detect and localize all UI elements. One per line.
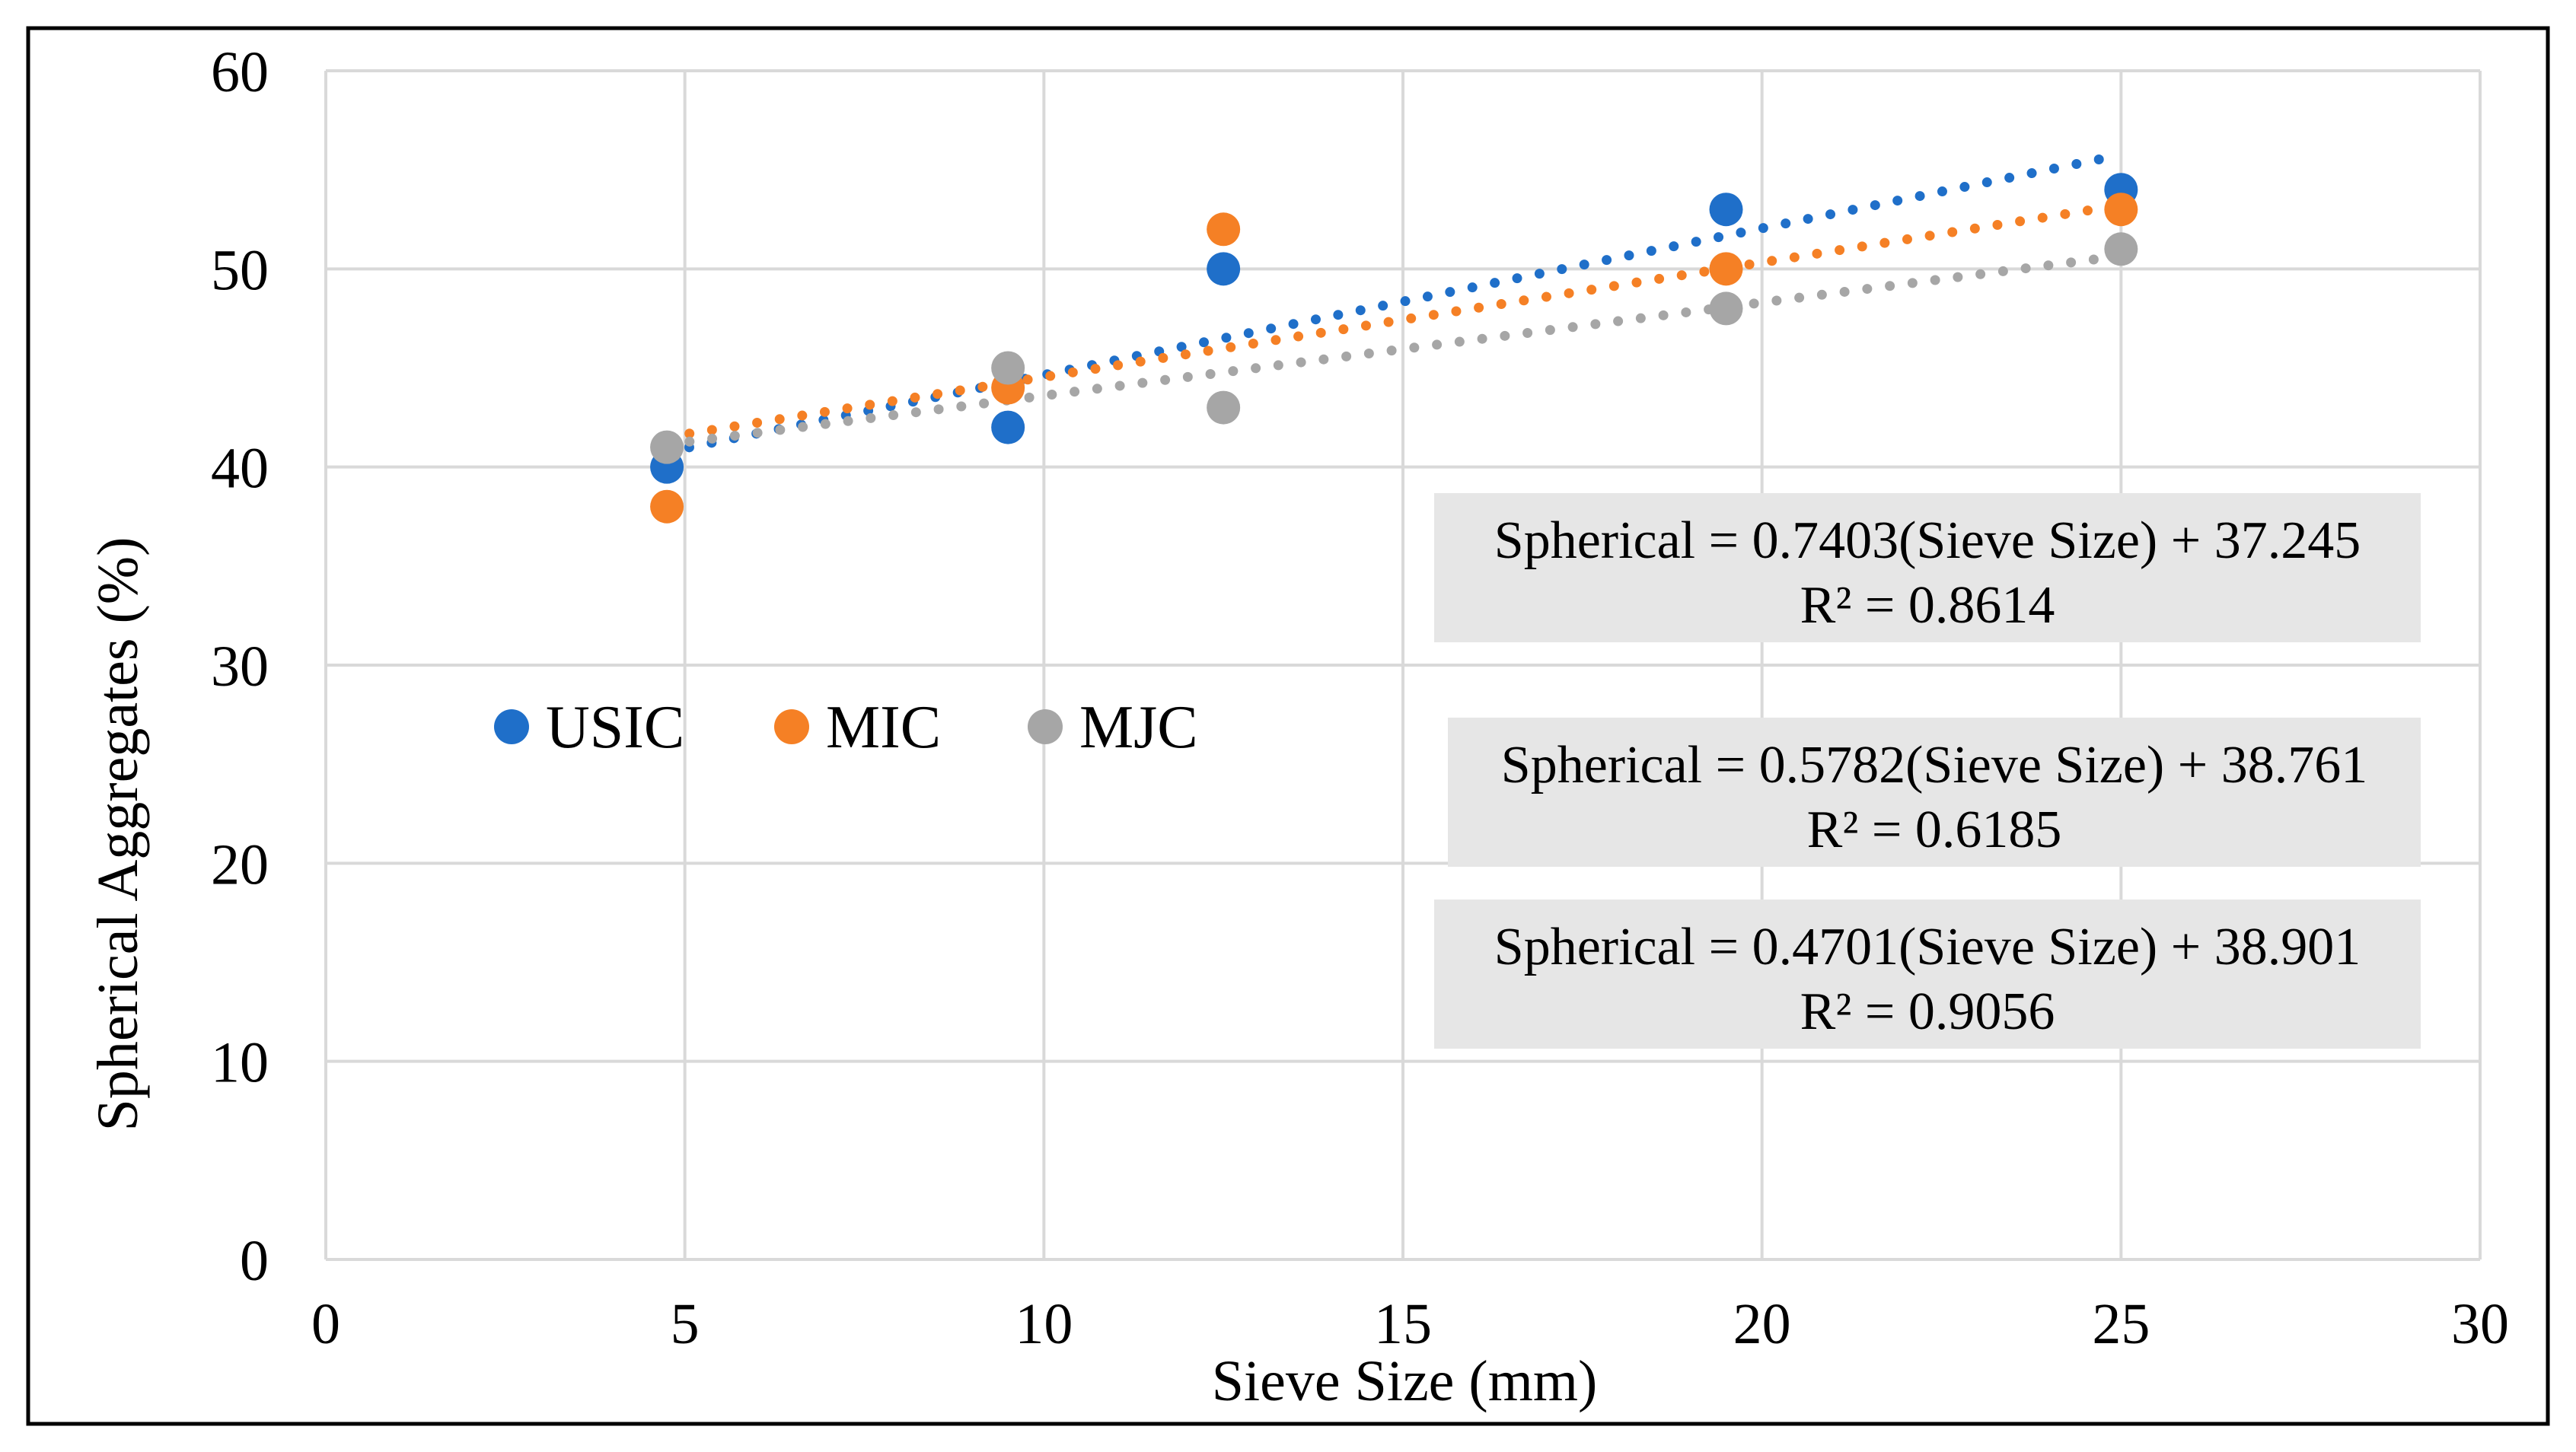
legend: USIC MIC MJC bbox=[494, 694, 1198, 761]
y-tick-label: 60 bbox=[211, 40, 269, 104]
r-squared-text-usic: R² = 0.8614 bbox=[1800, 576, 2055, 635]
x-tick-label: 15 bbox=[1374, 1292, 1432, 1356]
point-mjc bbox=[1207, 390, 1241, 425]
legend-marker-mic bbox=[774, 709, 809, 744]
trendlines bbox=[662, 150, 2126, 457]
point-mic bbox=[650, 489, 684, 524]
point-mic bbox=[1207, 212, 1241, 247]
legend-marker-usic bbox=[494, 709, 529, 744]
point-mjc bbox=[991, 351, 1025, 385]
point-mjc bbox=[2104, 232, 2138, 266]
point-mjc bbox=[650, 430, 684, 464]
chart-outer-border bbox=[26, 26, 2550, 1426]
equation-text-mjc: Spherical = 0.4701(Sieve Size) + 38.901 bbox=[1494, 918, 2361, 976]
x-tick-label: 5 bbox=[671, 1292, 700, 1356]
data-points bbox=[650, 173, 2138, 524]
legend-label-mjc: MJC bbox=[1079, 694, 1198, 761]
y-tick-label: 40 bbox=[211, 437, 269, 501]
x-tick-label: 0 bbox=[311, 1292, 340, 1356]
point-mjc bbox=[1709, 291, 1743, 326]
trendline-mjc bbox=[662, 250, 2126, 450]
legend-label-usic: USIC bbox=[546, 694, 684, 761]
point-usic bbox=[1207, 252, 1241, 286]
y-tick-label: 10 bbox=[211, 1031, 269, 1095]
point-mic bbox=[2104, 193, 2138, 227]
y-axis-title: Spherical Aggregates (%) bbox=[86, 537, 150, 1132]
x-axis-title: Sieve Size (mm) bbox=[1212, 1349, 1598, 1413]
x-tick-label: 10 bbox=[1015, 1292, 1073, 1356]
equation-box-usic bbox=[1434, 493, 2421, 642]
trendline-usic bbox=[662, 150, 2126, 457]
equation-box-mjc bbox=[1434, 900, 2421, 1049]
tick-labels: 0 5 10 15 20 25 30 0 10 20 30 40 50 60 bbox=[211, 40, 2509, 1356]
x-tick-label: 25 bbox=[2092, 1292, 2150, 1356]
point-usic bbox=[1709, 193, 1743, 227]
grid-lines bbox=[324, 69, 2482, 1261]
y-tick-label: 30 bbox=[211, 635, 269, 699]
axis-titles: Sieve Size (mm) Spherical Aggregates (%) bbox=[86, 537, 1597, 1413]
x-tick-label: 20 bbox=[1733, 1292, 1791, 1356]
point-usic bbox=[991, 410, 1025, 444]
legend-label-mic: MIC bbox=[826, 694, 941, 761]
x-tick-label: 30 bbox=[2451, 1292, 2509, 1356]
equation-text-mic: Spherical = 0.5782(Sieve Size) + 38.761 bbox=[1501, 736, 2367, 794]
equation-text-usic: Spherical = 0.7403(Sieve Size) + 37.245 bbox=[1494, 511, 2361, 570]
legend-marker-mjc bbox=[1028, 709, 1063, 744]
r-squared-text-mjc: R² = 0.9056 bbox=[1800, 982, 2055, 1041]
equation-boxes: Spherical = 0.7403(Sieve Size) + 37.245 R… bbox=[1434, 493, 2421, 1049]
y-tick-label: 0 bbox=[240, 1229, 269, 1293]
equation-box-mic bbox=[1448, 718, 2421, 867]
y-tick-label: 20 bbox=[211, 833, 269, 896]
point-mic bbox=[1709, 252, 1743, 286]
r-squared-text-mic: R² = 0.6185 bbox=[1807, 801, 2062, 859]
y-tick-label: 50 bbox=[211, 238, 269, 302]
